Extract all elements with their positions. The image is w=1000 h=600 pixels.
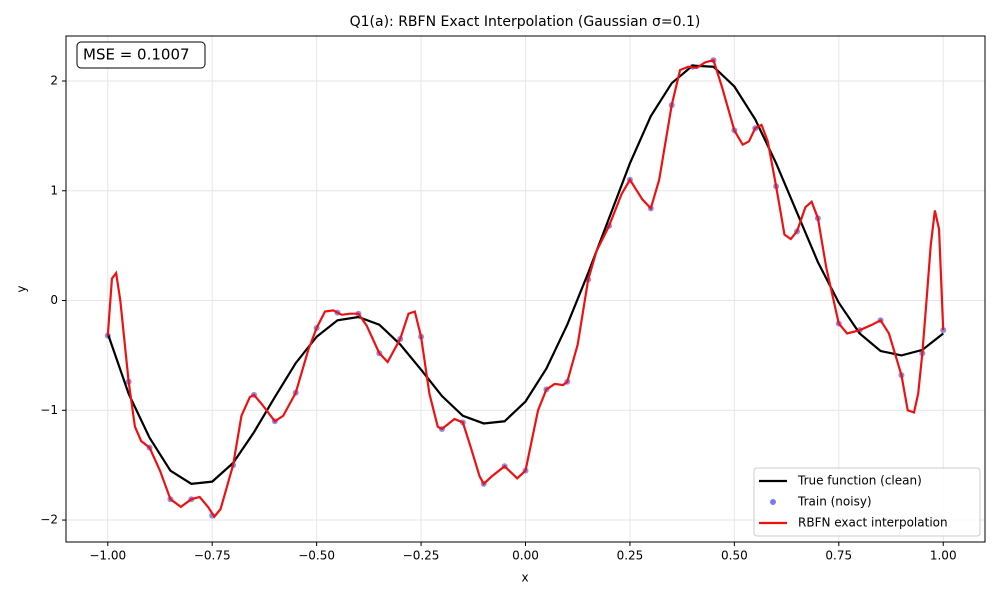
y-tick-label: 0: [50, 293, 58, 307]
x-tick-label: −1.00: [89, 549, 126, 563]
legend-label: True function (clean): [797, 474, 922, 488]
annotation: MSE = 0.1007: [83, 46, 190, 64]
x-tick-label: −0.75: [194, 549, 231, 563]
y-tick-label: 2: [50, 74, 58, 88]
y-axis-label: y: [15, 285, 29, 292]
x-tick-label: 0.00: [512, 549, 539, 563]
annotation-box: [76, 41, 206, 69]
x-axis-label: x: [521, 571, 528, 585]
y-tick-label: −2: [40, 513, 58, 527]
x-tick-label: 0.25: [617, 549, 644, 563]
x-tick-label: 1.00: [930, 549, 957, 563]
line: [106, 58, 945, 519]
legend-label: Train (noisy): [797, 495, 872, 509]
legend-label: RBFN exact interpolation: [798, 516, 948, 530]
x-tick-label: 0.50: [721, 549, 748, 563]
line: [106, 64, 944, 485]
x-tick-label: 0.75: [825, 549, 852, 563]
y-tick-label: 1: [50, 183, 58, 197]
y-tick-label: −1: [40, 403, 58, 417]
plot-frame: [65, 35, 986, 543]
legend-marker: [770, 499, 776, 505]
chart-title: Q1(a): RBFN Exact Interpolation (Gaussia…: [350, 14, 701, 30]
legend-box: [753, 467, 981, 537]
x-tick-label: −0.25: [403, 549, 440, 563]
x-tick-label: −0.50: [298, 549, 335, 563]
